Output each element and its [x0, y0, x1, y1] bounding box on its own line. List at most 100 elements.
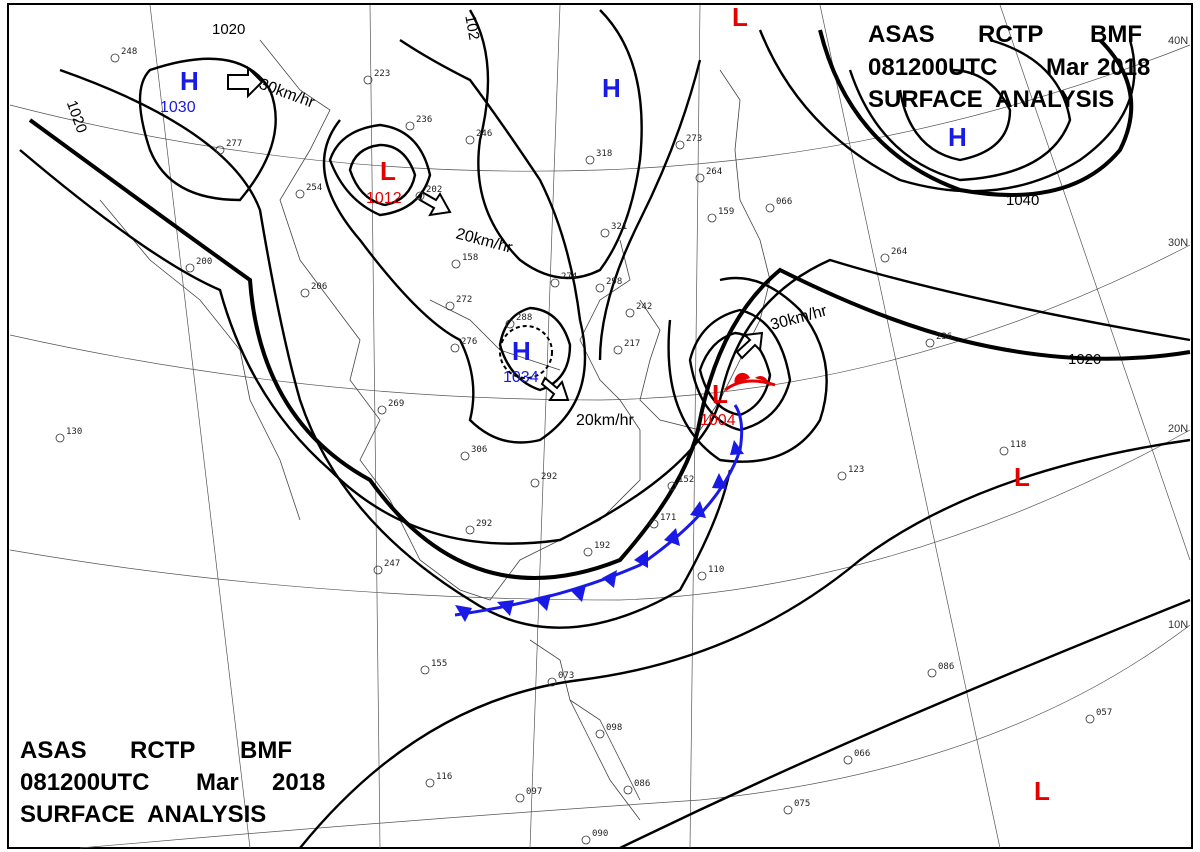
svg-text:L: L: [1014, 462, 1030, 492]
station-pressure-value: 264: [891, 247, 907, 257]
station-pressure-value: 321: [611, 222, 627, 232]
isobars: [19, 9, 1191, 850]
station-marker-icon: [583, 547, 593, 557]
station-marker-icon: [675, 140, 685, 150]
station-pressure-value: 200: [196, 257, 212, 267]
station-marker-icon: [420, 665, 430, 675]
svg-text:1004: 1004: [700, 412, 736, 429]
station-pressure-value: 276: [461, 337, 477, 347]
station-pressure-value: 090: [592, 829, 608, 839]
station-marker-icon: [110, 53, 120, 63]
station-marker-icon: [925, 338, 935, 348]
header-bottom-left: ASAS RCTP BMF 081200UTC Mar 2018 SURFACE…: [20, 737, 325, 828]
high-pressure-center: H 1030: [160, 66, 199, 116]
movement-speed-label: 20km/hr: [576, 412, 634, 429]
station-pressure-value: 171: [660, 513, 676, 523]
high-pressure-center: H: [948, 122, 967, 152]
station-marker-icon: [695, 173, 705, 183]
station-pressure-value: 242: [636, 302, 652, 312]
station-marker-icon: [415, 191, 425, 201]
station-pressure-value: 236: [936, 332, 952, 342]
station-pressure-value: 248: [121, 47, 137, 57]
station-marker-icon: [843, 755, 853, 765]
station-pressure-value: 066: [776, 197, 792, 207]
svg-text:Mar: Mar: [196, 769, 239, 796]
station-pressure-value: 236: [416, 115, 432, 125]
station-pressure-value: 202: [426, 185, 442, 195]
station-pressure-value: 086: [938, 662, 954, 672]
header-top-right: ASAS RCTP BMF 081200UTC Mar 2018 SURFACE…: [868, 21, 1150, 113]
station-pressure-value: 192: [594, 541, 610, 551]
movement-arrow-icon: [227, 65, 264, 99]
svg-text:081200UTC: 081200UTC: [20, 769, 149, 796]
station-marker-icon: [530, 478, 540, 488]
svg-text:Mar: Mar: [1046, 54, 1089, 81]
station-pressure-value: 277: [226, 139, 242, 149]
lat-label-20n: 20N: [1168, 423, 1188, 435]
isobar-label: 102: [461, 14, 482, 42]
station-marker-icon: [465, 135, 475, 145]
svg-text:L: L: [380, 156, 396, 186]
svg-text:1030: 1030: [160, 99, 196, 116]
station-marker-icon: [581, 835, 591, 845]
station-marker-icon: [373, 565, 383, 575]
station-marker-icon: [185, 263, 195, 273]
station-pressure-value: 246: [476, 129, 492, 139]
station-marker-icon: [600, 228, 610, 238]
station-marker-icon: [649, 519, 659, 529]
station-marker-icon: [405, 121, 415, 131]
station-marker-icon: [837, 471, 847, 481]
station-pressure-value: 273: [686, 134, 702, 144]
svg-text:BMF: BMF: [240, 737, 292, 764]
station-marker-icon: [613, 345, 623, 355]
isobar-label: 1040: [1006, 192, 1039, 209]
station-marker-icon: [450, 343, 460, 353]
station-marker-icon: [295, 189, 305, 199]
station-marker-icon: [765, 203, 775, 213]
station-marker-icon: [300, 288, 310, 298]
station-marker-icon: [445, 301, 455, 311]
station-marker-icon: [363, 75, 373, 85]
lat-label-30n: 30N: [1168, 237, 1188, 249]
station-pressure-value: 247: [384, 559, 400, 569]
lat-label-10n: 10N: [1168, 619, 1188, 631]
movement-arrow-icon: [418, 190, 452, 217]
svg-text:H: H: [180, 66, 199, 96]
svg-text:RCTP: RCTP: [978, 21, 1043, 48]
station-marker-icon: [460, 451, 470, 461]
station-pressure-value: 292: [541, 472, 557, 482]
svg-text:SURFACE ANALYSIS: SURFACE ANALYSIS: [868, 86, 1114, 113]
station-pressure-value: 075: [794, 799, 810, 809]
station-pressure-value: 272: [456, 295, 472, 305]
svg-text:1034: 1034: [503, 369, 539, 386]
station-pressure-value: 298: [606, 277, 622, 287]
isobar-label: 1020: [212, 21, 245, 38]
station-marker-icon: [927, 668, 937, 678]
low-pressure-center: L: [1014, 462, 1030, 492]
station-pressure-value: 223: [374, 69, 390, 79]
station-pressure-value: 318: [596, 149, 612, 159]
station-pressure-value: 158: [462, 253, 478, 263]
station-pressure-value: 057: [1096, 708, 1112, 718]
high-pressure-center: H 1034: [499, 325, 553, 386]
station-pressure-value: 306: [471, 445, 487, 455]
movement-arrow-icon: [540, 376, 570, 401]
cold-front: [454, 404, 744, 622]
station-plots: 248 223 236 246 277 202 254 200 206 272 158 276 288 2…: [55, 47, 1112, 845]
svg-text:RCTP: RCTP: [130, 737, 195, 764]
station-pressure-value: 155: [431, 659, 447, 669]
station-marker-icon: [1085, 714, 1095, 724]
station-pressure-value: 206: [311, 282, 327, 292]
svg-text:ASAS: ASAS: [868, 21, 935, 48]
svg-text:ASAS: ASAS: [20, 737, 87, 764]
svg-text:081200UTC: 081200UTC: [868, 54, 997, 81]
station-marker-icon: [215, 145, 225, 155]
station-marker-icon: [55, 433, 65, 443]
station-marker-icon: [667, 481, 677, 491]
station-marker-icon: [625, 308, 635, 318]
lat-label-40n: 40N: [1168, 35, 1188, 47]
station-pressure-value: 086: [634, 779, 650, 789]
station-pressure-value: 110: [708, 565, 724, 575]
